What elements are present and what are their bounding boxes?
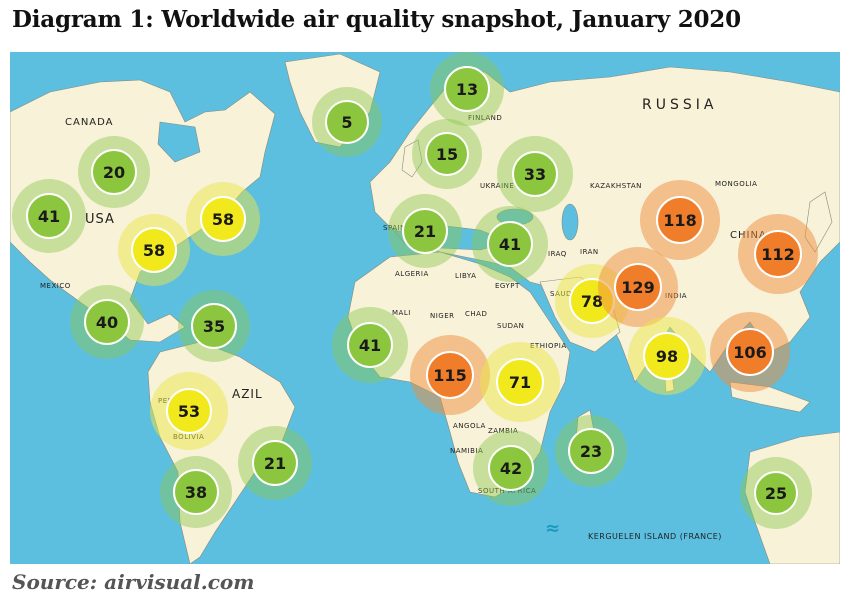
aqi-marker[interactable]: 112 bbox=[738, 214, 818, 294]
aqi-value: 13 bbox=[444, 66, 490, 112]
aqi-marker[interactable]: 106 bbox=[710, 312, 790, 392]
page-title: Diagram 1: Worldwide air quality snapsho… bbox=[12, 6, 741, 33]
aqi-value: 15 bbox=[425, 132, 469, 176]
label-sudan: SUDAN bbox=[497, 322, 525, 330]
uk-landmass bbox=[401, 139, 423, 178]
label-brazil: AZIL bbox=[232, 387, 263, 401]
aqi-value: 41 bbox=[26, 193, 72, 239]
aqi-marker[interactable]: 98 bbox=[628, 317, 706, 395]
aqi-marker[interactable]: 58 bbox=[186, 182, 260, 256]
aqi-marker[interactable]: 13 bbox=[430, 52, 504, 126]
aqi-value: 98 bbox=[643, 332, 691, 380]
aqi-marker[interactable]: 41 bbox=[472, 206, 548, 282]
aqi-marker[interactable]: 5 bbox=[312, 87, 382, 157]
label-ukraine: UKRAINE bbox=[480, 182, 515, 190]
label-usa: USA bbox=[85, 212, 115, 227]
label-kerguelen: KERGUELEN ISLAND (FRANCE) bbox=[588, 532, 722, 541]
label-algeria: ALGERIA bbox=[395, 270, 429, 278]
aqi-value: 21 bbox=[402, 208, 448, 254]
aqi-value: 112 bbox=[754, 230, 802, 278]
label-ethiopia: ETHIOPIA bbox=[530, 342, 567, 350]
aqi-marker[interactable]: 40 bbox=[70, 285, 144, 359]
aqi-value: 5 bbox=[325, 100, 369, 144]
aqi-value: 23 bbox=[568, 428, 614, 474]
aqi-value: 41 bbox=[347, 322, 393, 368]
aqi-value: 71 bbox=[496, 358, 544, 406]
aqi-marker[interactable]: 129 bbox=[598, 247, 678, 327]
aqi-value: 115 bbox=[426, 351, 474, 399]
aqi-marker[interactable]: 23 bbox=[555, 415, 627, 487]
aqi-value: 58 bbox=[131, 227, 177, 273]
caspian-sea bbox=[561, 203, 579, 241]
aqi-value: 106 bbox=[726, 328, 774, 376]
aqi-marker[interactable]: 21 bbox=[238, 426, 312, 500]
aqi-marker[interactable]: 71 bbox=[480, 342, 560, 422]
aqi-marker[interactable]: 21 bbox=[388, 194, 462, 268]
label-mexico: MEXICO bbox=[40, 282, 71, 290]
aqi-value: 129 bbox=[614, 263, 662, 311]
aqi-value: 40 bbox=[84, 299, 130, 345]
aqi-marker[interactable]: 115 bbox=[410, 335, 490, 415]
label-mongolia: MONGOLIA bbox=[715, 180, 758, 188]
label-namibia: NAMIBIA bbox=[450, 447, 484, 455]
aqi-marker[interactable]: 20 bbox=[78, 136, 150, 208]
aqi-marker[interactable]: 15 bbox=[412, 119, 482, 189]
label-russia: RUSSIA bbox=[642, 97, 718, 113]
aqi-value: 118 bbox=[656, 196, 704, 244]
source-caption: Source: airvisual.com bbox=[12, 570, 255, 594]
aqi-marker[interactable]: 42 bbox=[473, 430, 549, 506]
aqi-marker[interactable]: 41 bbox=[332, 307, 408, 383]
aqi-marker[interactable]: 118 bbox=[640, 180, 720, 260]
label-canada: CANADA bbox=[65, 117, 114, 128]
label-south-africa: SOUTH AFRICA bbox=[478, 487, 537, 495]
aqi-value: 41 bbox=[487, 221, 533, 267]
label-angola: ANGOLA bbox=[453, 422, 486, 430]
aqi-value: 25 bbox=[754, 471, 798, 515]
label-finland: FINLAND bbox=[468, 114, 503, 122]
aqi-marker[interactable]: 38 bbox=[160, 456, 232, 528]
aqi-value: 33 bbox=[512, 151, 558, 197]
aqi-marker[interactable]: 25 bbox=[740, 457, 812, 529]
label-kazakhstan: KAZAKHSTAN bbox=[590, 182, 642, 190]
label-iran: IRAN bbox=[580, 248, 599, 256]
aqi-marker[interactable]: 35 bbox=[178, 290, 250, 362]
label-spain: SPAIN bbox=[383, 224, 406, 232]
label-zambia: ZAMBIA bbox=[488, 427, 519, 435]
aqi-value: 42 bbox=[488, 445, 534, 491]
aqi-value: 35 bbox=[191, 303, 237, 349]
aqi-value: 21 bbox=[252, 440, 298, 486]
label-niger: NIGER bbox=[430, 312, 455, 320]
aqi-value: 53 bbox=[166, 388, 212, 434]
world-map[interactable]: RUSSIA CANADA USA MEXICO AZIL PERU BOLIV… bbox=[10, 52, 840, 564]
label-egypt: EGYPT bbox=[495, 282, 520, 290]
aqi-marker[interactable]: 33 bbox=[497, 136, 573, 212]
hudson-bay bbox=[157, 121, 201, 163]
kerguelen-island-icon: ≈ bbox=[545, 518, 561, 539]
aqi-marker[interactable]: 58 bbox=[118, 214, 190, 286]
aqi-value: 20 bbox=[91, 149, 137, 195]
aqi-marker[interactable]: 41 bbox=[12, 179, 86, 253]
aqi-marker[interactable]: 53 bbox=[150, 372, 228, 450]
label-mali: MALI bbox=[392, 309, 411, 317]
aqi-value: 58 bbox=[200, 196, 246, 242]
aqi-value: 38 bbox=[173, 469, 219, 515]
label-libya: LIBYA bbox=[455, 272, 477, 280]
label-chad: CHAD bbox=[465, 310, 488, 318]
label-iraq: IRAQ bbox=[548, 250, 567, 258]
